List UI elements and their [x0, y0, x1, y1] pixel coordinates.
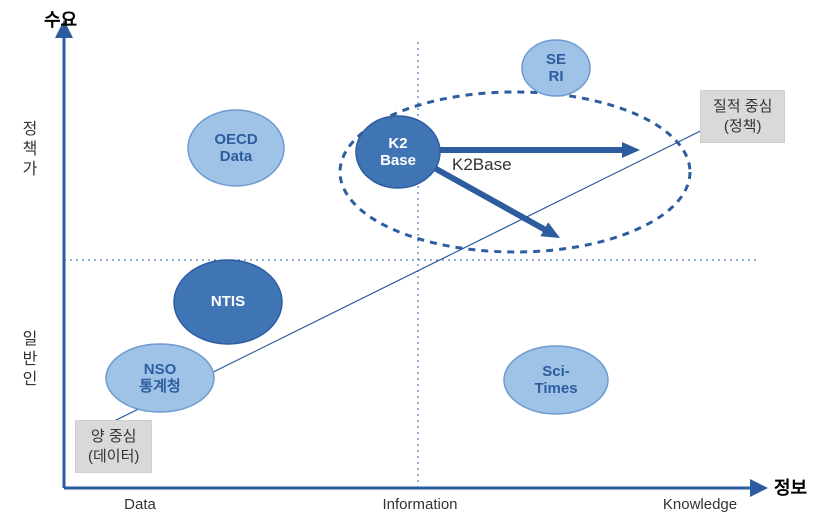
node-label-sci: Sci-Times [504, 346, 608, 414]
bottom-left-box-line2: (데이터) [88, 447, 139, 467]
x-axis-title: 정보 [774, 474, 807, 500]
node-label-k2base: K2Base [356, 116, 440, 188]
top-right-box-line2: (정책) [713, 117, 772, 137]
x-tick-2: Knowledge [640, 496, 760, 513]
node-label-nso: NSO통계청 [106, 344, 214, 412]
x-tick-1: Information [360, 496, 480, 513]
y-side-label-upper: 정책가 [18, 120, 42, 180]
x-tick-0: Data [80, 496, 200, 513]
node-label-seri: SERI [522, 40, 590, 96]
top-right-box-line1: 질적 중심 [713, 97, 772, 117]
y-side-label-lower: 일반인 [18, 330, 42, 390]
bottom-left-box-line1: 양 중심 [88, 427, 139, 447]
cluster-label: K2Base [452, 155, 512, 175]
x-axis-arrowhead [750, 479, 768, 497]
node-label-oecd: OECDData [188, 110, 284, 186]
bottom-left-box: 양 중심 (데이터) [75, 420, 152, 473]
node-label-ntis: NTIS [174, 260, 282, 344]
top-right-box: 질적 중심 (정책) [700, 90, 785, 143]
quadrant-diagram: 수요 정보 정책가 일반인 Data Information Knowledge 양… [0, 0, 837, 532]
y-axis-title: 수요 [44, 6, 77, 32]
